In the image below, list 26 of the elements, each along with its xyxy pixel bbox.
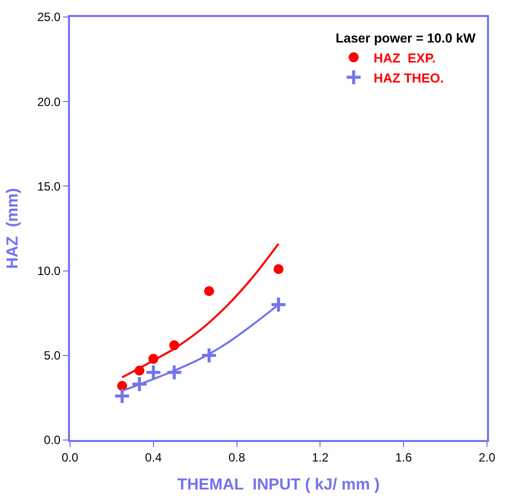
legend-title: Laser power = 10.0 kW <box>336 30 476 46</box>
legend-label: HAZ EXP. <box>374 50 436 66</box>
point <box>114 388 131 405</box>
y-tick-label: 10.0 <box>37 264 61 278</box>
x-axis-title: THEMAL INPUT ( kJ/ mm ) <box>177 476 380 494</box>
point <box>166 364 183 381</box>
x-tick-label: 1.6 <box>395 450 412 464</box>
point <box>270 296 287 314</box>
legend-label: HAZ THEO. <box>374 70 444 86</box>
y-tick-label: 0.0 <box>44 433 61 448</box>
point <box>274 264 284 274</box>
x-tick-label: 1.2 <box>312 450 329 464</box>
y-tick-label: 25.0 <box>37 10 61 24</box>
x-tick-label: 2.0 <box>478 450 496 464</box>
x-tick-label: 0.4 <box>145 450 162 464</box>
line-series <box>121 242 280 378</box>
x-tick-label: 0.0 <box>62 450 79 464</box>
y-axis-title: HAZ (mm) <box>4 188 22 269</box>
y-tick-label: 5.0 <box>44 348 61 363</box>
point <box>144 364 162 381</box>
point <box>130 376 148 393</box>
y-tick-label: 15.0 <box>37 179 61 194</box>
point <box>204 286 214 296</box>
y-tick-label: 20.0 <box>37 94 61 109</box>
point <box>200 346 218 364</box>
x-tick-label: 0.8 <box>228 450 246 464</box>
